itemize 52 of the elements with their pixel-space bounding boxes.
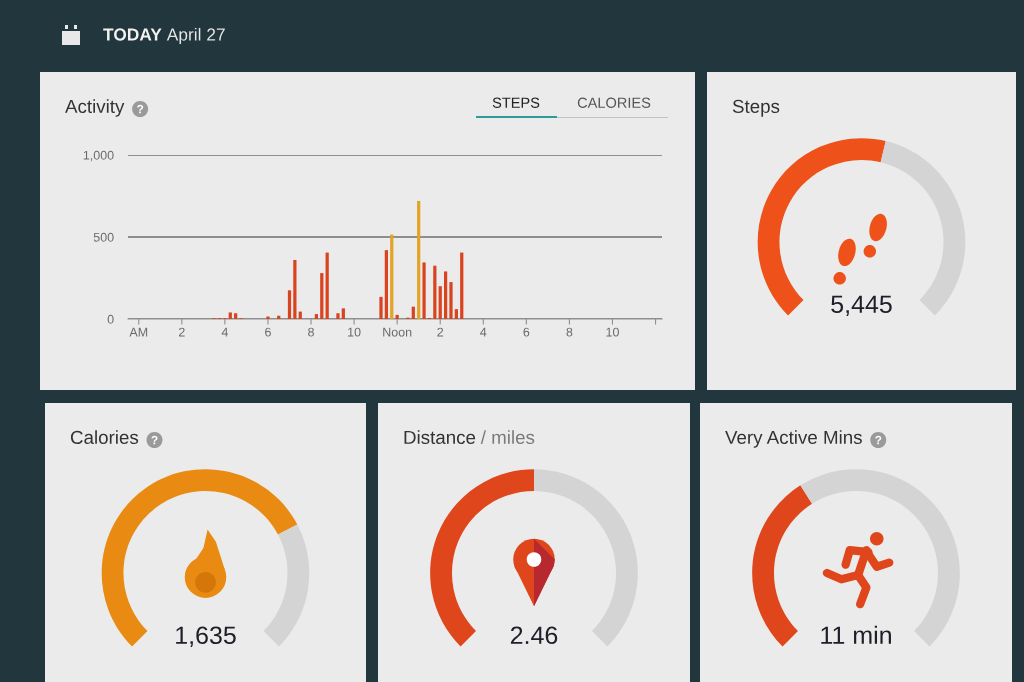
x-tick-label: 10: [348, 327, 361, 337]
text: 11 min: [821, 625, 891, 644]
x-tick-label: 6: [523, 327, 530, 337]
bar: [314, 314, 319, 319]
bar: [395, 314, 399, 319]
bar: [454, 309, 458, 319]
bar: [320, 273, 324, 319]
y-tick-label: 1,000: [83, 150, 114, 162]
x-tick-label: 2: [178, 327, 185, 337]
x-tick-label: 8: [566, 327, 573, 337]
text: 1,635: [176, 626, 236, 648]
x-tick-label: 4: [221, 327, 229, 337]
bar: [433, 265, 437, 319]
text: CALORIES: [577, 97, 651, 108]
bar: [293, 259, 297, 319]
bar: [379, 296, 383, 319]
bar: [336, 313, 340, 319]
text: TODAY: [103, 28, 162, 41]
x-tick-label: 2: [437, 327, 444, 337]
bar: [390, 234, 394, 319]
x-tick-label: Noon: [383, 327, 412, 337]
chart-title: Distance: [404, 430, 476, 445]
x-tick-label: AM: [129, 327, 148, 337]
chart-title: Very Active Mins: [725, 430, 862, 448]
bar: [443, 271, 448, 319]
x-tick-label: 10: [606, 327, 619, 337]
x-tick-label: 4: [480, 327, 487, 337]
text: April 27: [166, 27, 225, 45]
y-tick-label: 0: [107, 314, 114, 324]
bar: [449, 282, 453, 319]
bar: [460, 252, 464, 319]
y-tick-label: 500: [93, 232, 114, 242]
text: 2.46: [510, 626, 558, 645]
bar: [411, 306, 415, 319]
bar: [228, 312, 232, 319]
bar: [325, 252, 329, 319]
bar: [341, 308, 345, 319]
x-tick-label: 8: [308, 327, 314, 337]
chart-title: Activity: [65, 99, 125, 117]
bar: [422, 262, 426, 319]
bar: [234, 313, 238, 319]
chart-title: Steps: [732, 99, 780, 117]
text: 5,445: [831, 295, 892, 317]
text: STEPS: [492, 97, 540, 108]
bar: [438, 286, 442, 319]
bar: [287, 290, 292, 319]
bar: [266, 316, 270, 319]
bar: [417, 200, 421, 319]
chart-title: Calories: [70, 430, 139, 445]
x-tick-label: 6: [265, 327, 271, 337]
chart-subtitle: / miles: [480, 430, 535, 445]
bar: [384, 250, 388, 319]
